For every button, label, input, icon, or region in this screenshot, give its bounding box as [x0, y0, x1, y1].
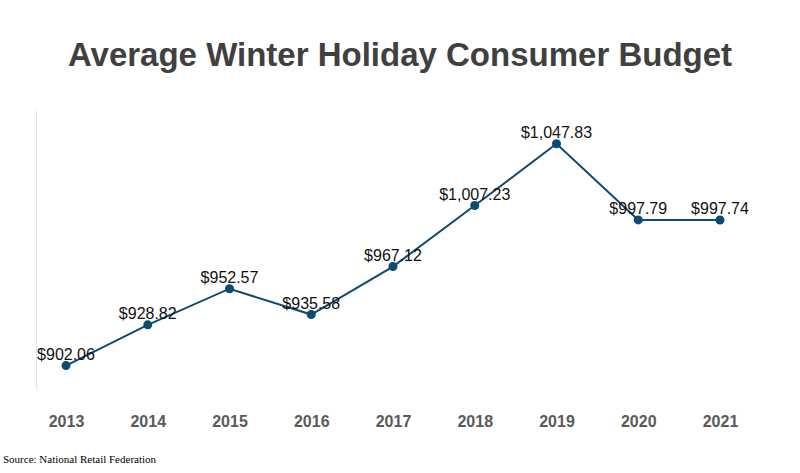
x-axis-line [67, 406, 721, 407]
line [66, 144, 720, 366]
x-tick-label: 2020 [621, 413, 657, 430]
x-tick: 2021 [703, 406, 739, 430]
data-label: $935.58 [282, 295, 340, 312]
x-tick-label: 2018 [457, 413, 493, 430]
x-tick: 2014 [130, 406, 166, 430]
x-tick: 2018 [457, 406, 493, 430]
x-tick: 2015 [212, 406, 248, 430]
chart: Average Winter Holiday Consumer Budget So… [0, 0, 800, 473]
data-label: $997.79 [609, 200, 667, 217]
data-label: $928.82 [119, 305, 177, 322]
x-tick: 2019 [539, 406, 575, 430]
x-tick-label: 2013 [49, 413, 85, 430]
data-label: $952.57 [201, 269, 259, 286]
data-labels: $902.06 $928.82 $952.57 $935.58 $967.12 $1,00… [37, 124, 749, 363]
x-tick: 2020 [621, 406, 657, 430]
x-tick-label: 2016 [294, 413, 330, 430]
x-tick-label: 2014 [130, 413, 166, 430]
x-tick: 2016 [294, 406, 330, 430]
x-tick: 2017 [376, 406, 412, 430]
data-label: $967.12 [364, 247, 422, 264]
title: Average Winter Holiday Consumer Budget [68, 36, 732, 73]
source: Source: National Retail Federation [3, 453, 157, 465]
data-label: $1,007.23 [439, 186, 510, 203]
x-axis: 2013 2014 2015 2016 2017 2018 2019 2020 2021 [49, 406, 739, 430]
x-tick-label: 2015 [212, 413, 248, 430]
data-label: $902.06 [37, 346, 95, 363]
x-tick-label: 2021 [703, 413, 739, 430]
x-tick-label: 2019 [539, 413, 575, 430]
plot-area [62, 139, 725, 370]
data-label: $997.74 [691, 200, 749, 217]
x-tick-label: 2017 [376, 413, 412, 430]
x-tick: 2013 [49, 406, 85, 430]
data-label: $1,047.83 [521, 124, 592, 141]
